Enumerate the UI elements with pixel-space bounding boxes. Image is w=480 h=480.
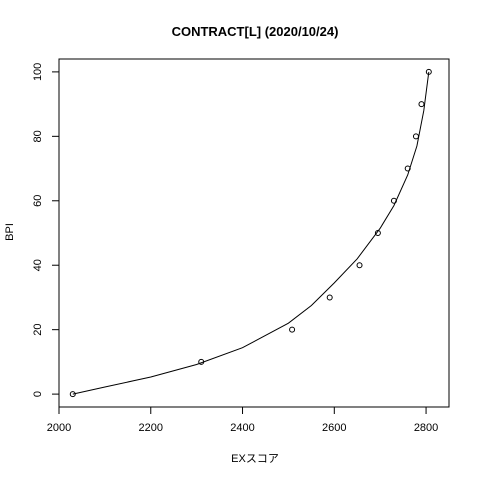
data-points xyxy=(69,68,432,398)
x-axis-label: EXスコア xyxy=(231,453,279,465)
y-tick-label: 20 xyxy=(32,324,44,336)
x-axis: 2000 2200 2400 2600 2800 xyxy=(47,407,438,434)
y-axis-label: BPI xyxy=(4,223,16,241)
x-tick-label: 2200 xyxy=(139,422,163,434)
x-tick-label: 2000 xyxy=(47,422,71,434)
data-point xyxy=(356,262,363,269)
data-point xyxy=(390,197,397,204)
data-point xyxy=(418,101,425,108)
chart-title: CONTRACT[L] (2020/10/24) xyxy=(172,24,339,39)
data-point xyxy=(69,391,76,398)
x-tick-label: 2800 xyxy=(414,422,438,434)
data-point xyxy=(425,68,432,75)
y-axis: 0 20 40 60 80 100 xyxy=(32,63,59,397)
y-tick-label: 60 xyxy=(32,195,44,207)
data-point xyxy=(412,133,419,140)
data-point xyxy=(374,230,381,236)
y-tick-label: 0 xyxy=(32,391,44,397)
data-point xyxy=(198,358,205,365)
x-tick-label: 2400 xyxy=(230,422,254,434)
plot-frame xyxy=(58,58,450,408)
data-point xyxy=(289,326,296,333)
data-point xyxy=(326,294,333,301)
y-tick-label: 40 xyxy=(32,259,44,271)
fit-curve xyxy=(72,71,430,395)
y-tick-label: 100 xyxy=(32,63,44,81)
x-tick-label: 2600 xyxy=(322,422,346,434)
y-tick-label: 80 xyxy=(32,130,44,142)
data-point xyxy=(404,165,411,172)
